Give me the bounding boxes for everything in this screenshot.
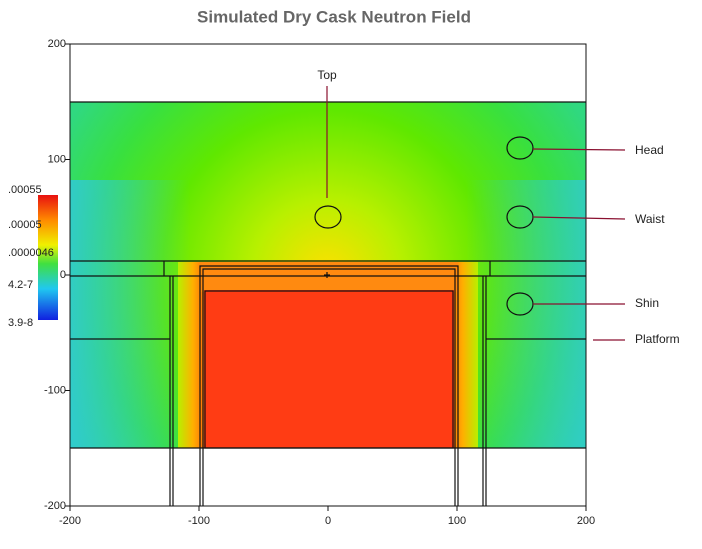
colorbar-label: 4.2-7: [8, 279, 33, 291]
x-tick-label: -200: [59, 515, 81, 527]
colorbar-labels: .00055 .00005 .0000046 4.2-7 3.9-8: [8, 184, 54, 329]
colorbar-label: 3.9-8: [8, 317, 33, 329]
chart-title: Simulated Dry Cask Neutron Field: [197, 7, 471, 26]
x-tick-label: -100: [188, 515, 210, 527]
y-tick-label: -100: [44, 384, 66, 396]
y-tick-label: -200: [44, 500, 66, 512]
annotation: Top: [317, 68, 337, 82]
x-tick-label: 100: [448, 515, 466, 527]
y-tick-label: 0: [60, 269, 66, 281]
x-tick-label: 0: [325, 515, 331, 527]
annotation: Platform: [635, 332, 680, 346]
colorbar-label: .0000046: [8, 247, 54, 259]
colorbar: [38, 195, 58, 320]
annotation: Head: [635, 143, 664, 157]
y-tick-label: 100: [48, 153, 66, 165]
x-tick-label: 200: [577, 515, 595, 527]
annotation-leaders: [326, 86, 626, 341]
annotation: Shin: [635, 296, 659, 310]
axes: -200 -100 0 100 200 200 100 0 -100 -200: [44, 38, 595, 527]
annotation: Waist: [635, 212, 665, 226]
colorbar-label: .00005: [8, 219, 42, 231]
y-tick-label: 200: [48, 38, 66, 50]
colorbar-label: .00055: [8, 184, 42, 196]
